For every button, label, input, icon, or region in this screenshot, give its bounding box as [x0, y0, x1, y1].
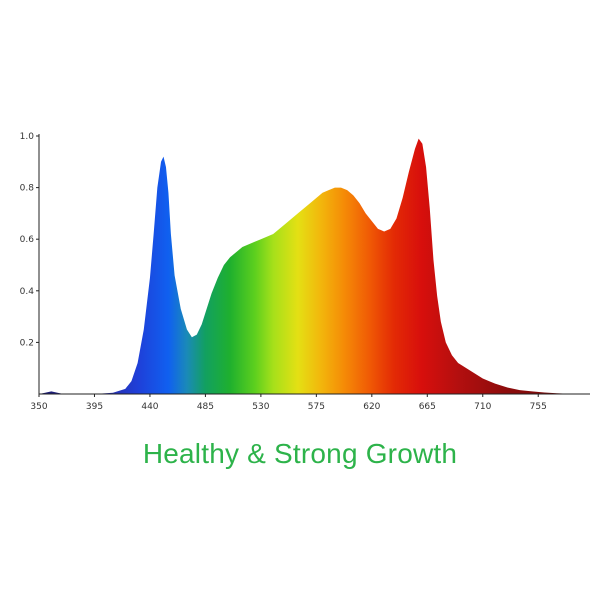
x-tick-label: 350	[30, 402, 47, 412]
spectrum-area	[39, 138, 590, 394]
x-tick-label: 665	[419, 402, 436, 412]
x-tick-label: 395	[86, 402, 103, 412]
x-tick-label: 710	[474, 402, 491, 412]
x-tick-label: 485	[197, 402, 214, 412]
y-tick-label: 0.4	[20, 287, 35, 297]
y-tick-label: 0.6	[20, 235, 35, 245]
x-tick-label: 530	[252, 402, 269, 412]
y-tick-label: 0.8	[20, 184, 35, 194]
x-tick-label: 440	[141, 402, 158, 412]
y-tick-label: 0.2	[20, 338, 34, 348]
x-tick-label: 620	[363, 402, 380, 412]
y-tick-label: 1.0	[20, 132, 35, 142]
caption-text: Healthy & Strong Growth	[142, 438, 458, 469]
x-tick-label: 755	[530, 402, 547, 412]
x-tick-label: 575	[308, 402, 325, 412]
